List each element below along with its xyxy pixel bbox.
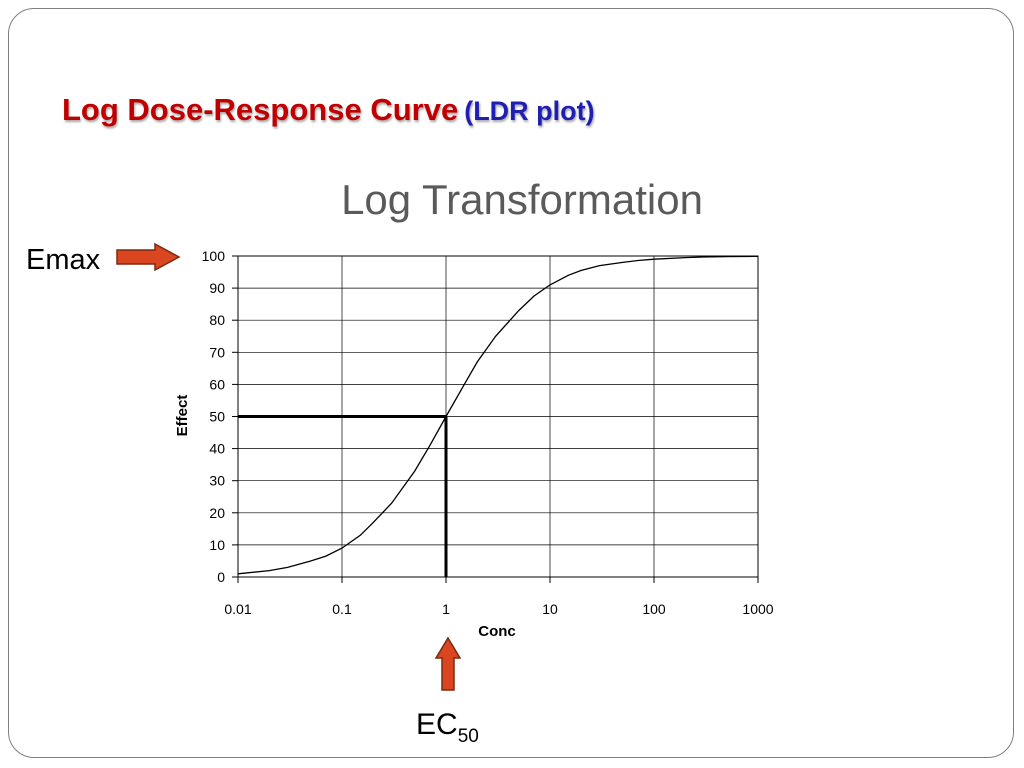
x-tick-label: 1 xyxy=(442,601,450,617)
x-tick-label: 0.1 xyxy=(332,601,352,617)
emax-label: Emax xyxy=(26,244,101,276)
y-tick-label: 10 xyxy=(209,537,225,553)
y-tick-label: 40 xyxy=(209,441,225,457)
x-tick-label: 100 xyxy=(642,601,666,617)
y-tick-label: 70 xyxy=(209,344,225,360)
slide-title-suffix: (LDR plot) xyxy=(464,96,595,126)
y-tick-label: 100 xyxy=(202,248,226,264)
ec50-label-subscript: 50 xyxy=(457,726,479,747)
slide-title-main: Log Dose-Response Curve xyxy=(62,92,459,127)
x-tick-label: 10 xyxy=(542,601,558,617)
dose-response-curve xyxy=(237,255,759,575)
slide-title: Log Dose-Response Curve (LDR plot) xyxy=(62,92,595,128)
slide-frame xyxy=(8,8,1014,758)
x-axis-ticks: 0.01 0.1 1 10 100 1000 xyxy=(224,577,774,617)
ec50-reference-lines xyxy=(238,415,448,577)
slide-subtitle: Log Transformation xyxy=(341,176,703,223)
emax-arrow-icon xyxy=(116,242,181,272)
y-tick-label: 50 xyxy=(209,409,225,425)
y-tick-label: 20 xyxy=(209,505,225,521)
ec50-arrow-icon xyxy=(434,636,462,691)
x-axis-title: Conc xyxy=(478,623,516,640)
y-tick-label: 30 xyxy=(209,473,225,489)
x-tick-label: 0.01 xyxy=(224,601,251,617)
ec50-label-text: EC xyxy=(416,708,458,741)
y-tick-label: 80 xyxy=(209,312,225,328)
y-tick-label: 0 xyxy=(217,569,225,585)
y-tick-label: 60 xyxy=(209,376,225,392)
y-tick-label: 90 xyxy=(209,280,225,296)
x-tick-label: 1000 xyxy=(742,601,773,617)
y-axis-ticks: 0 10 20 30 40 50 60 70 80 90 100 xyxy=(202,248,238,585)
y-axis-title: Effect xyxy=(174,395,191,437)
ec50-label: EC50 xyxy=(416,708,479,748)
